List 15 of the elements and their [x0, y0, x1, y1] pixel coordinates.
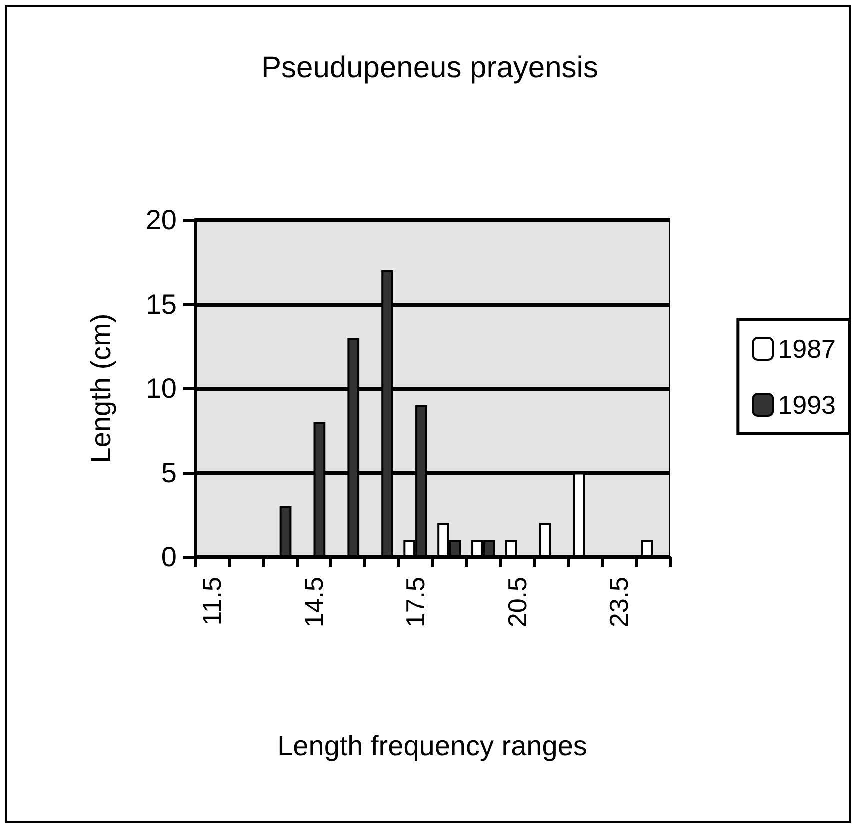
- chart-title: Pseudupeneus prayensis: [262, 52, 598, 84]
- x-tick-label: 14.5: [298, 577, 329, 628]
- legend-label: 1993: [778, 390, 836, 420]
- y-tick-label: 0: [161, 542, 177, 572]
- y-tick-label: 5: [161, 457, 177, 488]
- legend-label: 1987: [778, 334, 836, 364]
- y-axis-title: Length (cm): [86, 314, 116, 464]
- x-tick-label: 11.5: [196, 577, 227, 626]
- x-axis-title: Length frequency ranges: [278, 730, 588, 762]
- x-tick-label: 20.5: [502, 577, 532, 628]
- x-tick-label: 23.5: [604, 577, 634, 628]
- y-tick-label: 10: [146, 373, 177, 404]
- y-tick-label: 15: [146, 288, 177, 320]
- y-tick-label: 20: [146, 204, 177, 236]
- x-tick-label: 17.5: [400, 577, 431, 628]
